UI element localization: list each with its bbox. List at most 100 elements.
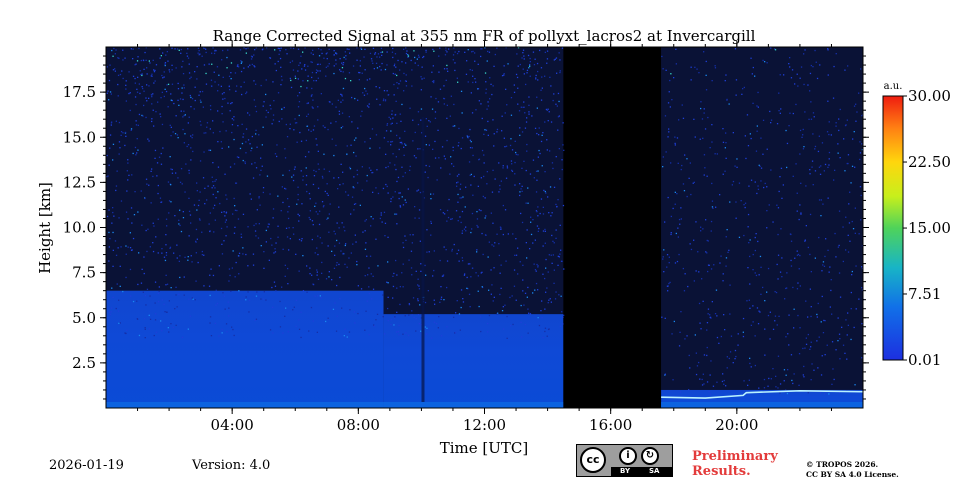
- noise-speck: [169, 246, 172, 248]
- noise-speck: [171, 47, 173, 49]
- noise-speck: [415, 157, 417, 159]
- noise-speck: [209, 128, 211, 130]
- noise-speck: [704, 128, 707, 130]
- noise-speck: [556, 206, 558, 208]
- noise-speck: [142, 59, 145, 61]
- noise-speck: [829, 306, 831, 308]
- noise-speck: [472, 75, 474, 77]
- noise-speck: [182, 116, 184, 118]
- noise-speck: [212, 120, 214, 122]
- noise-speck: [480, 103, 482, 105]
- noise-speck: [851, 274, 853, 276]
- noise-speck: [528, 312, 530, 314]
- noise-speck: [424, 171, 426, 173]
- noise-speck: [744, 135, 746, 137]
- noise-speck: [324, 190, 326, 193]
- noise-speck: [552, 240, 554, 242]
- evening-boundary-layer-line: [661, 390, 864, 399]
- noise-speck: [125, 135, 127, 137]
- noise-speck: [454, 69, 456, 72]
- noise-speck: [485, 81, 487, 83]
- noise-speck: [300, 240, 303, 242]
- noise-speck: [261, 49, 264, 51]
- noise-speck: [170, 184, 172, 186]
- noise-speck: [298, 238, 301, 241]
- noise-speck: [752, 269, 754, 271]
- noise-speck: [196, 182, 198, 184]
- noise-speck: [662, 166, 664, 168]
- noise-speck: [306, 115, 308, 117]
- noise-speck: [706, 252, 708, 254]
- noise-speck: [300, 336, 302, 339]
- noise-speck: [137, 149, 139, 151]
- noise-speck: [755, 150, 758, 152]
- preliminary-line-2: Results.: [692, 464, 751, 479]
- noise-speck: [165, 244, 167, 246]
- noise-speck: [481, 117, 483, 120]
- noise-speck: [402, 333, 404, 335]
- noise-speck: [513, 285, 516, 287]
- noise-speck: [116, 170, 118, 172]
- noise-speck: [245, 141, 247, 143]
- noise-speck: [212, 132, 214, 134]
- noise-speck: [447, 216, 450, 219]
- noise-speck: [244, 162, 246, 165]
- noise-speck: [129, 247, 132, 249]
- noise-speck: [195, 280, 197, 282]
- noise-speck: [195, 228, 198, 231]
- noise-speck: [245, 48, 247, 50]
- noise-speck: [238, 156, 240, 159]
- noise-speck: [799, 77, 801, 79]
- noise-speck: [741, 93, 743, 95]
- noise-speck: [341, 112, 344, 114]
- noise-speck: [408, 259, 410, 261]
- noise-speck: [520, 321, 522, 323]
- noise-speck: [487, 322, 489, 325]
- noise-speck: [402, 246, 405, 249]
- noise-speck: [668, 282, 670, 285]
- noise-speck: [301, 203, 303, 205]
- noise-speck: [282, 174, 284, 176]
- noise-speck: [189, 77, 191, 80]
- noise-speck: [405, 144, 407, 146]
- noise-speck: [777, 254, 780, 256]
- noise-speck: [285, 307, 287, 309]
- noise-speck: [364, 48, 366, 50]
- noise-speck: [180, 110, 182, 112]
- noise-speck: [779, 383, 782, 385]
- noise-speck: [145, 59, 147, 61]
- noise-speck: [144, 197, 146, 200]
- noise-speck: [185, 163, 187, 165]
- noise-speck: [748, 185, 750, 187]
- noise-speck: [507, 233, 509, 235]
- noise-speck: [693, 181, 695, 183]
- noise-speck: [538, 134, 540, 136]
- noise-speck: [755, 274, 758, 277]
- noise-speck: [353, 176, 355, 178]
- noise-speck: [785, 374, 787, 376]
- noise-speck: [694, 136, 696, 138]
- noise-speck: [546, 62, 548, 64]
- noise-speck: [460, 197, 463, 199]
- noise-speck: [268, 259, 270, 261]
- noise-speck: [255, 295, 258, 297]
- noise-speck: [198, 218, 201, 220]
- noise-speck: [674, 262, 677, 264]
- noise-speck: [172, 326, 174, 329]
- noise-speck: [128, 71, 130, 73]
- noise-speck: [296, 122, 298, 124]
- noise-speck: [680, 311, 682, 313]
- noise-speck: [267, 223, 270, 225]
- noise-speck: [451, 163, 453, 165]
- noise-speck: [165, 274, 167, 276]
- noise-speck: [555, 291, 557, 293]
- noise-speck: [149, 246, 151, 248]
- noise-speck: [680, 168, 682, 171]
- noise-speck: [471, 212, 474, 215]
- noise-speck: [532, 242, 534, 244]
- noise-speck: [161, 91, 163, 93]
- noise-speck: [542, 245, 544, 247]
- noise-speck: [311, 87, 313, 90]
- noise-speck: [464, 51, 466, 53]
- noise-speck: [253, 65, 255, 67]
